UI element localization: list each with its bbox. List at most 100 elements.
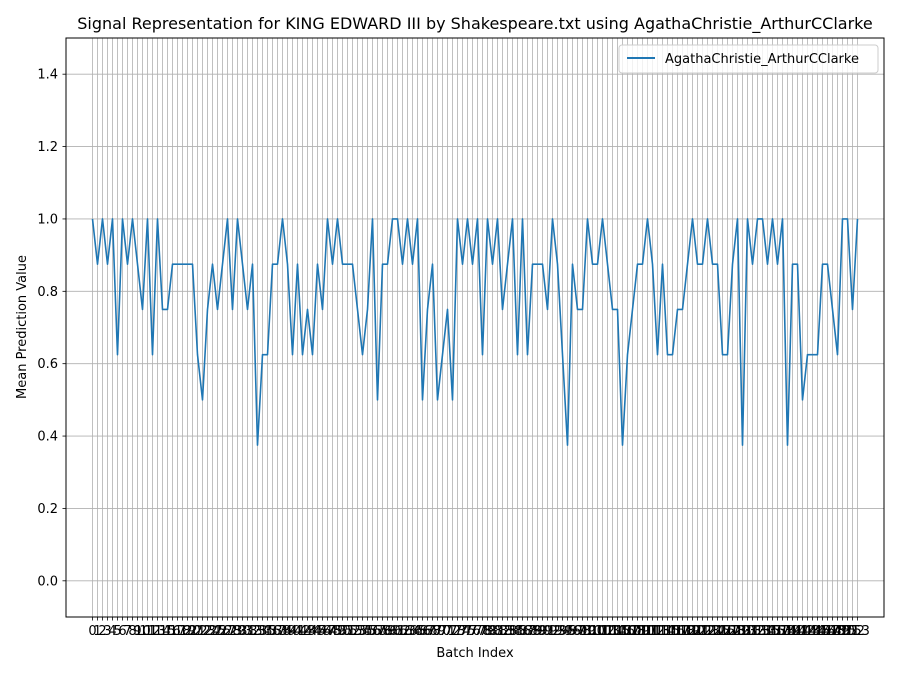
x-tick-label: 27 xyxy=(219,624,236,639)
x-tick-label: 70 xyxy=(434,624,451,639)
x-tick-label: 0 xyxy=(88,624,96,639)
x-tick-label: 129 xyxy=(725,624,750,639)
x-tick-label: 114 xyxy=(650,624,675,639)
x-tick-label: 134 xyxy=(750,624,775,639)
x-tick-label: 106 xyxy=(610,624,635,639)
x-tick-label: 104 xyxy=(600,624,625,639)
x-tick-label: 115 xyxy=(655,624,680,639)
x-tick-label: 74 xyxy=(454,624,471,639)
y-tick-label: 0.0 xyxy=(37,574,58,589)
x-tick-label: 19 xyxy=(179,624,196,639)
x-tick-label: 140 xyxy=(780,624,805,639)
x-tick-label: 100 xyxy=(580,624,605,639)
x-tick-label: 105 xyxy=(605,624,630,639)
x-tick-label: 133 xyxy=(745,624,770,639)
x-tick-label: 35 xyxy=(259,624,276,639)
x-tick-label: 49 xyxy=(329,624,346,639)
x-tick-label: 69 xyxy=(429,624,446,639)
x-tick-label: 96 xyxy=(564,624,581,639)
x-tick-label: 148 xyxy=(820,624,845,639)
x-tick-label: 20 xyxy=(184,624,201,639)
x-tick-label: 103 xyxy=(595,624,620,639)
x-tick-label: 78 xyxy=(474,624,491,639)
x-tick-label: 43 xyxy=(299,624,316,639)
x-tick-label: 145 xyxy=(805,624,830,639)
x-tick-label: 71 xyxy=(439,624,456,639)
x-tick-label: 58 xyxy=(374,624,391,639)
x-tick-label: 60 xyxy=(384,624,401,639)
x-tick-label: 131 xyxy=(735,624,760,639)
x-tick-label: 130 xyxy=(730,624,755,639)
x-tick-label: 111 xyxy=(635,624,660,639)
x-tick-label: 77 xyxy=(469,624,486,639)
x-tick-label: 17 xyxy=(169,624,186,639)
x-tick-label: 121 xyxy=(685,624,710,639)
x-tick-label: 16 xyxy=(164,624,181,639)
x-tick-label: 95 xyxy=(559,624,576,639)
x-tick-label: 89 xyxy=(529,624,546,639)
x-ticks: 0123456789101112131415161718192021222324… xyxy=(88,617,870,639)
x-tick-label: 92 xyxy=(544,624,561,639)
x-tick-label: 22 xyxy=(194,624,211,639)
x-tick-label: 3 xyxy=(103,624,111,639)
x-tick-label: 117 xyxy=(665,624,690,639)
x-tick-label: 2 xyxy=(98,624,106,639)
x-tick-label: 24 xyxy=(204,624,221,639)
x-tick-label: 84 xyxy=(504,624,521,639)
x-tick-label: 30 xyxy=(234,624,251,639)
x-tick-label: 36 xyxy=(264,624,281,639)
x-tick-label: 14 xyxy=(154,624,171,639)
x-tick-label: 40 xyxy=(284,624,301,639)
x-tick-label: 21 xyxy=(189,624,206,639)
y-tick-label: 0.4 xyxy=(37,430,58,445)
x-tick-label: 137 xyxy=(765,624,790,639)
x-tick-label: 61 xyxy=(389,624,406,639)
x-tick-label: 10 xyxy=(134,624,151,639)
x-tick-label: 142 xyxy=(790,624,815,639)
x-tick-label: 152 xyxy=(840,624,865,639)
x-tick-label: 132 xyxy=(740,624,765,639)
x-tick-label: 101 xyxy=(585,624,610,639)
x-tick-label: 55 xyxy=(359,624,376,639)
x-tick-label: 57 xyxy=(369,624,386,639)
x-tick-label: 23 xyxy=(199,624,216,639)
x-tick-label: 98 xyxy=(574,624,591,639)
y-tick-label: 0.2 xyxy=(37,502,58,517)
x-tick-label: 37 xyxy=(269,624,286,639)
legend-box xyxy=(618,44,879,74)
x-tick-label: 41 xyxy=(289,624,306,639)
x-tick-label: 153 xyxy=(845,624,870,639)
x-tick-label: 7 xyxy=(123,624,131,639)
x-tick-label: 80 xyxy=(484,624,501,639)
x-tick-label: 109 xyxy=(625,624,650,639)
x-tick-label: 141 xyxy=(785,624,810,639)
x-tick-label: 29 xyxy=(229,624,246,639)
x-tick-label: 86 xyxy=(514,624,531,639)
x-tick-label: 146 xyxy=(810,624,835,639)
x-tick-label: 94 xyxy=(554,624,571,639)
x-tick-label: 65 xyxy=(409,624,426,639)
x-tick-label: 127 xyxy=(715,624,740,639)
x-tick-label: 64 xyxy=(404,624,421,639)
x-tick-label: 38 xyxy=(274,624,291,639)
x-tick-label: 120 xyxy=(680,624,705,639)
x-tick-label: 81 xyxy=(489,624,506,639)
x-tick-label: 91 xyxy=(539,624,556,639)
x-tick-label: 52 xyxy=(344,624,361,639)
x-tick-label: 33 xyxy=(249,624,266,639)
x-tick-label: 83 xyxy=(499,624,516,639)
x-tick-label: 72 xyxy=(444,624,461,639)
x-tick-label: 59 xyxy=(379,624,396,639)
x-tick-label: 108 xyxy=(620,624,645,639)
x-tick-label: 25 xyxy=(209,624,226,639)
x-tick-label: 11 xyxy=(139,624,156,639)
x-tick-label: 42 xyxy=(294,624,311,639)
x-tick-label: 150 xyxy=(830,624,855,639)
y-tick-label: 1.0 xyxy=(37,212,58,227)
x-tick-label: 118 xyxy=(670,624,695,639)
x-tick-label: 50 xyxy=(334,624,351,639)
x-tick-label: 9 xyxy=(133,624,141,639)
x-tick-label: 68 xyxy=(424,624,441,639)
